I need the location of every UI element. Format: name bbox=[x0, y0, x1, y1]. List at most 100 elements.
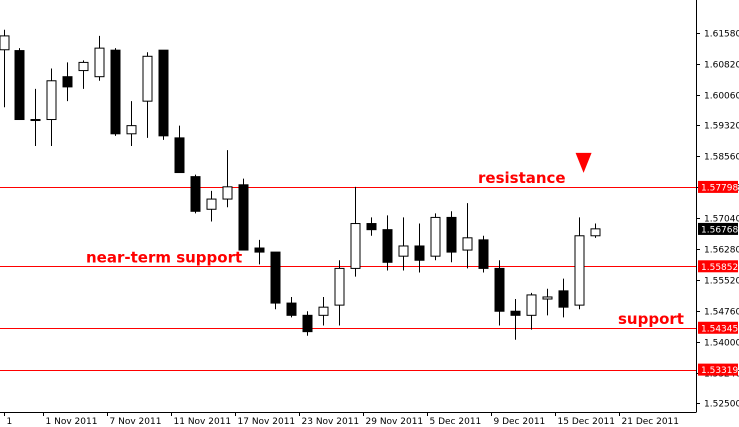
candle-body-bear bbox=[62, 76, 73, 88]
candle-body-bull bbox=[46, 80, 57, 121]
candle bbox=[142, 52, 153, 138]
candle bbox=[254, 239, 265, 265]
x-tick-label: 23 Nov 2011 bbox=[302, 417, 360, 427]
candle bbox=[174, 125, 185, 174]
candle bbox=[46, 68, 57, 147]
candle bbox=[158, 49, 169, 140]
candle bbox=[14, 48, 25, 121]
annotations: resistance near-term support support bbox=[86, 152, 684, 328]
level-annotation: resistance bbox=[478, 169, 566, 187]
candle bbox=[30, 88, 41, 147]
candle bbox=[334, 260, 345, 326]
candle-body-bull bbox=[462, 237, 473, 251]
candle-body-bear bbox=[286, 302, 297, 316]
candle bbox=[318, 296, 329, 326]
candle-body-bear bbox=[14, 50, 25, 121]
level-price-tag: 1.53319 bbox=[698, 363, 738, 376]
candle-body-bull bbox=[206, 198, 217, 210]
candle bbox=[590, 223, 601, 238]
candle-body-bear bbox=[366, 223, 377, 231]
x-tick-label: 9 Dec 2011 bbox=[494, 417, 546, 427]
candle-body-bull bbox=[398, 245, 409, 257]
price-tag-text: 1.57798 bbox=[701, 183, 738, 193]
candle-body-bull bbox=[30, 119, 41, 122]
candle bbox=[222, 150, 233, 208]
level-annotation: support bbox=[618, 310, 684, 328]
candle bbox=[462, 203, 473, 269]
candle-body-bull bbox=[430, 216, 441, 257]
y-tick-label: 1.57040 bbox=[704, 215, 739, 225]
y-axis-ticks: 1.61580 1.60820 1.60060 1.59320 1.58560 1.577… bbox=[696, 30, 739, 410]
candle-body-bull bbox=[78, 61, 89, 72]
candle bbox=[510, 299, 521, 340]
candle-body-bear bbox=[510, 310, 521, 316]
candle bbox=[446, 211, 457, 263]
x-tick-label: 17 Nov 2011 bbox=[238, 417, 296, 427]
candle bbox=[94, 35, 105, 81]
candle-body-bear bbox=[382, 229, 393, 263]
price-tag-text: 1.53319 bbox=[701, 366, 738, 376]
candle-body-bear bbox=[158, 49, 169, 137]
candle bbox=[0, 29, 10, 108]
candle bbox=[414, 223, 425, 273]
candle bbox=[430, 213, 441, 261]
candle bbox=[494, 260, 505, 326]
price-tag-text: 1.56768 bbox=[701, 225, 738, 235]
candle bbox=[574, 217, 585, 310]
candle bbox=[286, 296, 297, 318]
price-tag-box bbox=[698, 180, 738, 193]
candle-body-bull bbox=[542, 296, 553, 300]
current-price-tag: 1.56768 bbox=[698, 222, 738, 235]
candle bbox=[238, 178, 249, 251]
candle bbox=[526, 292, 537, 330]
price-tag-text: 1.54345 bbox=[701, 324, 738, 334]
candle bbox=[270, 251, 281, 310]
candle bbox=[62, 62, 73, 102]
y-tick-label: 1.54000 bbox=[704, 339, 739, 349]
candle bbox=[366, 217, 377, 236]
candle bbox=[350, 186, 361, 277]
x-tick-label: 7 Nov 2011 bbox=[110, 417, 162, 427]
price-tags: 1.57798 1.55852 1.54345 1.53319 1.56768 bbox=[698, 180, 738, 376]
candle-body-bear bbox=[414, 245, 425, 261]
candle-body-bear bbox=[270, 251, 281, 304]
x-tick-label: 29 Nov 2011 bbox=[366, 417, 424, 427]
candle-body-bear bbox=[238, 184, 249, 251]
axes bbox=[0, 0, 697, 413]
candle bbox=[558, 278, 569, 318]
candle-body-bear bbox=[254, 247, 265, 253]
candles bbox=[0, 29, 601, 340]
y-tick-label: 1.54760 bbox=[704, 308, 739, 318]
candle-body-bear bbox=[446, 216, 457, 253]
price-tag-box bbox=[698, 260, 738, 273]
level-lines bbox=[0, 187, 696, 371]
price-tag-box bbox=[698, 222, 738, 235]
candle-body-bull bbox=[94, 47, 105, 78]
candle-body-bear bbox=[302, 314, 313, 333]
candle bbox=[398, 217, 409, 271]
y-tick-label: 1.60820 bbox=[704, 61, 739, 71]
y-tick-label: 1.59320 bbox=[704, 122, 739, 132]
x-tick-label: 5 Dec 2011 bbox=[430, 417, 482, 427]
y-tick-label: 1.60060 bbox=[704, 92, 739, 102]
y-tick-label: 1.55520 bbox=[704, 277, 739, 287]
y-tick-label: 1.56280 bbox=[704, 246, 739, 256]
candle-body-bear bbox=[110, 49, 121, 135]
candle bbox=[478, 235, 489, 273]
candle-body-bull bbox=[142, 55, 153, 102]
x-tick-label: 1 bbox=[7, 417, 13, 427]
down-arrow-icon bbox=[575, 152, 592, 173]
candle bbox=[382, 215, 393, 271]
candle bbox=[78, 60, 89, 89]
price-tag-text: 1.55852 bbox=[701, 263, 738, 273]
price-tag-box bbox=[698, 321, 738, 334]
candle-body-bull bbox=[0, 35, 10, 51]
y-tick-label: 1.52500 bbox=[704, 400, 739, 410]
candle bbox=[542, 288, 553, 316]
candle-body-bull bbox=[126, 125, 137, 135]
candle bbox=[206, 190, 217, 222]
candle bbox=[110, 48, 121, 136]
candle-body-bull bbox=[526, 294, 537, 316]
x-tick-label: 21 Dec 2011 bbox=[622, 417, 680, 427]
